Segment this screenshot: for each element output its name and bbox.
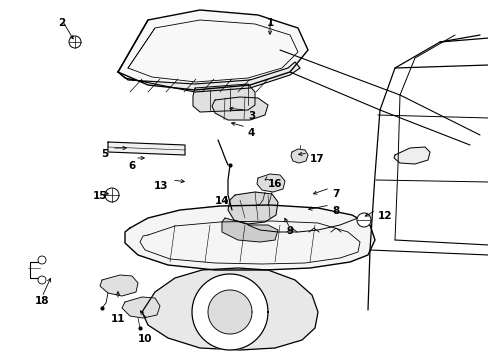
Text: 15: 15: [93, 191, 107, 201]
Text: 6: 6: [128, 161, 135, 171]
Text: 18: 18: [35, 296, 49, 306]
Text: 10: 10: [138, 334, 152, 344]
Text: 16: 16: [267, 179, 282, 189]
Circle shape: [356, 213, 370, 227]
Text: 9: 9: [286, 226, 293, 236]
Polygon shape: [227, 192, 278, 224]
Polygon shape: [122, 297, 160, 318]
Text: 12: 12: [377, 211, 392, 221]
Circle shape: [38, 276, 46, 284]
Circle shape: [69, 36, 81, 48]
Polygon shape: [118, 10, 307, 90]
Polygon shape: [125, 205, 374, 270]
Polygon shape: [290, 149, 307, 163]
Text: 17: 17: [309, 154, 324, 164]
Polygon shape: [393, 147, 429, 164]
Text: 7: 7: [331, 189, 339, 199]
Polygon shape: [192, 274, 267, 350]
Text: 3: 3: [247, 111, 255, 121]
Text: 8: 8: [331, 206, 339, 216]
Polygon shape: [257, 174, 285, 192]
Circle shape: [38, 256, 46, 264]
Polygon shape: [118, 62, 299, 92]
Text: 2: 2: [58, 18, 65, 28]
Circle shape: [105, 188, 119, 202]
Text: 5: 5: [101, 149, 108, 159]
Polygon shape: [108, 142, 184, 155]
Text: 14: 14: [214, 196, 229, 206]
Polygon shape: [100, 275, 138, 296]
Text: 11: 11: [110, 314, 125, 324]
Text: 4: 4: [247, 128, 255, 138]
Polygon shape: [207, 290, 251, 334]
Polygon shape: [212, 97, 267, 120]
Polygon shape: [142, 268, 317, 350]
Text: 13: 13: [153, 181, 168, 191]
Text: 1: 1: [266, 18, 273, 28]
Polygon shape: [222, 218, 278, 242]
Polygon shape: [193, 84, 254, 112]
